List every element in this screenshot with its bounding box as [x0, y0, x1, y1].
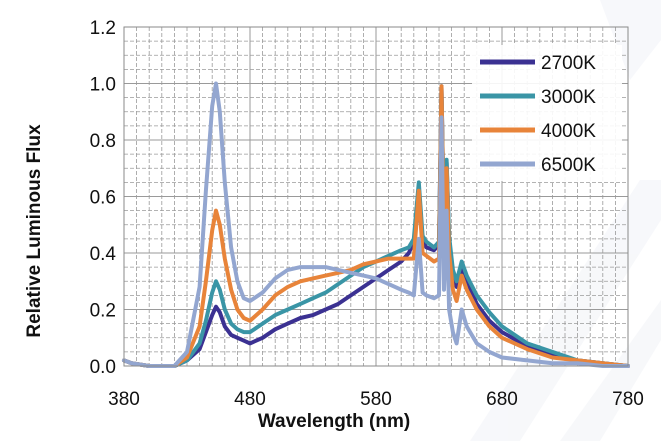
background-stripes	[470, 0, 661, 441]
legend-background	[472, 45, 622, 181]
y-tick-label: 0.2	[90, 301, 116, 322]
y-tick-label: 0.8	[90, 131, 116, 152]
y-tick-label: 0.6	[90, 188, 116, 209]
y-tick-label: 1.0	[90, 75, 116, 96]
series-layer	[122, 81, 630, 368]
series-line-4000k	[122, 84, 630, 368]
legend-label: 6500K	[541, 155, 596, 176]
y-axis-ticks: 0.0 0.2 0.4 0.6 0.8 1.0 1.2	[90, 18, 117, 378]
series-line-2700k	[122, 84, 630, 368]
x-tick-label: 780	[612, 389, 644, 410]
plot-border	[123, 26, 629, 367]
y-axis-label: Relative Luminous Flux	[24, 124, 45, 338]
y-tick-label: 0.4	[90, 244, 117, 265]
x-tick-label: 380	[108, 389, 140, 410]
legend-label: 2700K	[541, 53, 596, 74]
x-tick-label: 480	[234, 389, 266, 410]
y-tick-label: 1.2	[90, 18, 116, 39]
legend-label: 4000K	[541, 121, 596, 142]
y-tick-label: 0.0	[90, 357, 116, 378]
series-line-6500k	[122, 81, 630, 368]
x-tick-label: 580	[360, 389, 392, 410]
x-axis-label: Wavelength (nm)	[258, 411, 410, 432]
legend-label: 3000K	[541, 87, 596, 108]
legend: 2700K 3000K 4000K 6500K	[472, 45, 622, 181]
x-axis-ticks: 380 480 580 680 780	[108, 389, 644, 410]
x-tick-label: 680	[486, 389, 518, 410]
